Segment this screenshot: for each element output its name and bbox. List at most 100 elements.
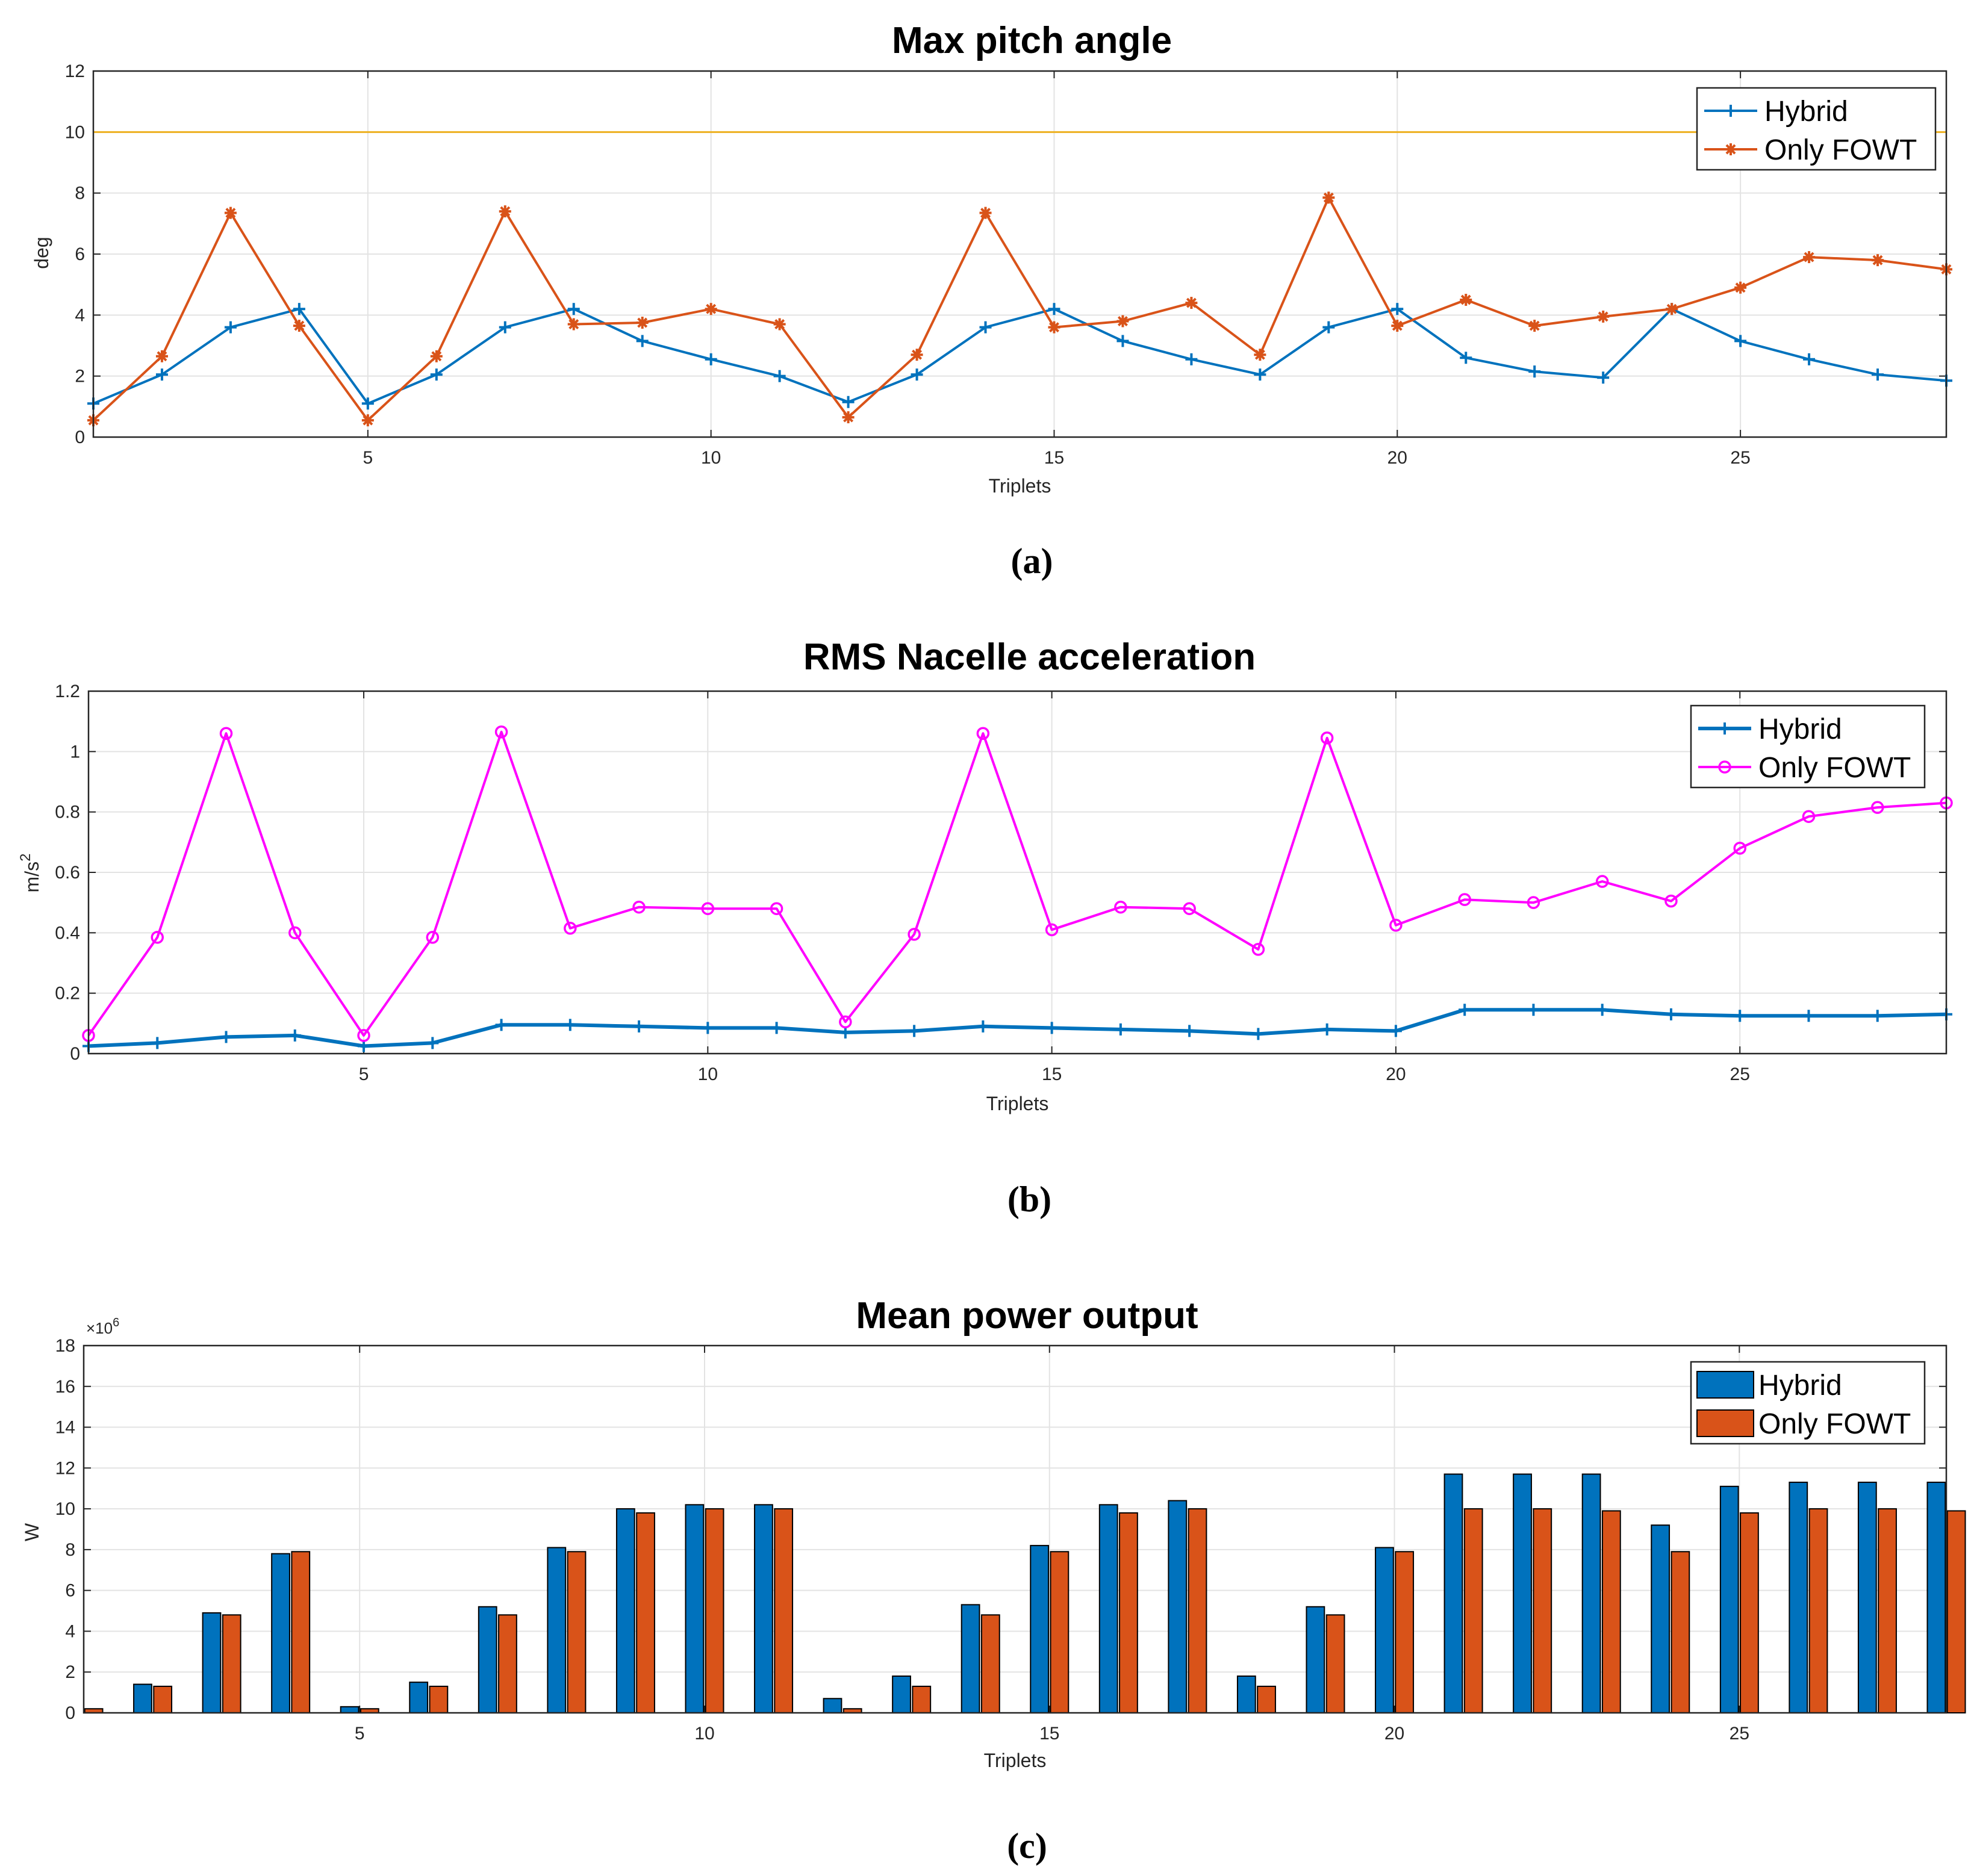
legend-item: Hybrid — [1704, 96, 1848, 128]
data-point — [701, 902, 715, 915]
data-point — [219, 727, 233, 740]
axes-box — [92, 70, 1948, 438]
bar-hybrid — [202, 1612, 222, 1713]
data-point — [499, 205, 511, 218]
bar-hybrid — [1030, 1545, 1050, 1713]
chart-3: 5 10 15 20 25 0 2 4 6 8 10 12 14 16 18 Mean power outpu… — [21, 1295, 1966, 1771]
bar-hybrid — [1926, 1482, 1946, 1714]
data-point — [911, 349, 923, 361]
legend-marker — [1725, 143, 1737, 155]
series-line — [92, 196, 1947, 422]
x-tick-label: 25 — [1730, 448, 1750, 468]
legend-label: Only FOWT — [1758, 752, 1911, 784]
x-tick-label: 25 — [1730, 1724, 1749, 1744]
data-point — [1460, 294, 1472, 306]
data-point — [979, 207, 992, 219]
data-point — [842, 411, 855, 424]
data-point — [1458, 893, 1471, 906]
bar-hybrid — [547, 1547, 567, 1713]
data-point — [1870, 801, 1884, 814]
legend-label: Only FOWT — [1758, 1408, 1911, 1440]
legend-label: Hybrid — [1758, 713, 1842, 745]
data-point-arm — [912, 349, 923, 360]
data-point-arm — [1735, 282, 1746, 293]
axes-box — [87, 690, 1948, 1055]
data-point-arm — [1048, 322, 1059, 333]
y-tick-label: 4 — [75, 305, 85, 325]
bar-hybrid — [1443, 1473, 1463, 1713]
x-tick-label: 15 — [1042, 1064, 1062, 1084]
data-point-arm — [1392, 320, 1403, 331]
x-tick-label: 5 — [363, 448, 373, 468]
y-tick-label: 16 — [55, 1377, 75, 1397]
y-tick-label: 1 — [70, 742, 80, 762]
data-point — [430, 350, 443, 362]
data-point — [1391, 320, 1404, 332]
data-point-arm — [363, 415, 373, 426]
bar-hybrid — [1651, 1524, 1671, 1713]
data-point-arm — [1666, 303, 1677, 314]
data-point — [1114, 900, 1127, 914]
y-tick-label: 0.4 — [55, 923, 80, 943]
series-only-fowt — [82, 725, 1953, 1042]
bar-hybrid — [1168, 1500, 1188, 1714]
data-point-arm — [774, 319, 785, 330]
bar-hybrid — [1306, 1606, 1325, 1714]
data-point — [1048, 321, 1060, 334]
series-hybrid — [83, 1004, 1952, 1052]
data-point — [1185, 297, 1198, 309]
panel-label: (b) — [1007, 1179, 1051, 1219]
x-tick-label: 20 — [1387, 448, 1407, 468]
y-axis-label-exponent: 2 — [17, 854, 34, 862]
bar-only-fowt — [222, 1614, 241, 1713]
bar-only-fowt — [1119, 1512, 1138, 1714]
y-tick-label: 0.8 — [55, 803, 80, 822]
data-point — [426, 931, 440, 944]
bar-hybrid — [1375, 1547, 1394, 1713]
bar-only-fowt — [1395, 1551, 1415, 1714]
legend-box — [1690, 704, 1926, 789]
data-point — [632, 900, 646, 914]
legend-item: Hybrid — [1698, 713, 1842, 745]
bar-only-fowt — [153, 1685, 173, 1713]
data-point — [1183, 902, 1196, 915]
y-axis-multiplier: ×106 — [86, 1316, 119, 1337]
bar-only-fowt — [1740, 1512, 1759, 1714]
legend-marker — [1718, 760, 1731, 774]
y-tick-label: 6 — [75, 244, 85, 264]
y-tick-label: 0.2 — [55, 984, 80, 1004]
bar-hybrid — [1513, 1473, 1532, 1713]
bar-hybrid — [961, 1604, 980, 1714]
y-tick-label: 0.6 — [55, 863, 80, 883]
data-point-arm — [157, 351, 167, 362]
data-point — [361, 414, 374, 427]
panel-label: (c) — [1007, 1826, 1047, 1866]
data-point — [1389, 919, 1403, 932]
y-axis-multiplier-exponent: 6 — [113, 1316, 119, 1329]
series-only-fowt — [87, 191, 1952, 427]
bar-only-fowt — [429, 1685, 449, 1713]
data-point-arm — [500, 206, 511, 217]
data-point — [151, 931, 164, 944]
bar-only-fowt — [1050, 1551, 1070, 1714]
chart-title: Mean power output — [856, 1295, 1198, 1337]
data-point-arm — [225, 208, 236, 219]
legend-item: Hybrid — [1696, 1370, 1842, 1402]
legend-label: Only FOWT — [1764, 134, 1917, 166]
data-point-arm — [1804, 252, 1814, 262]
data-point — [494, 725, 508, 739]
data-point — [1320, 731, 1334, 745]
y-axis-label: m/s2 — [17, 854, 43, 893]
x-tick-label: 20 — [1386, 1064, 1406, 1084]
data-point — [293, 320, 305, 332]
bar-only-fowt — [1257, 1685, 1276, 1713]
legend-box — [1696, 87, 1937, 171]
x-axis-label: Triplets — [989, 475, 1051, 497]
bar-hybrid — [1719, 1485, 1739, 1713]
data-point-arm — [1323, 192, 1334, 203]
y-tick-label: 14 — [55, 1418, 75, 1438]
legend-item: Only FOWT — [1704, 134, 1917, 166]
data-point — [155, 350, 168, 362]
y-tick-label: 18 — [55, 1336, 75, 1356]
